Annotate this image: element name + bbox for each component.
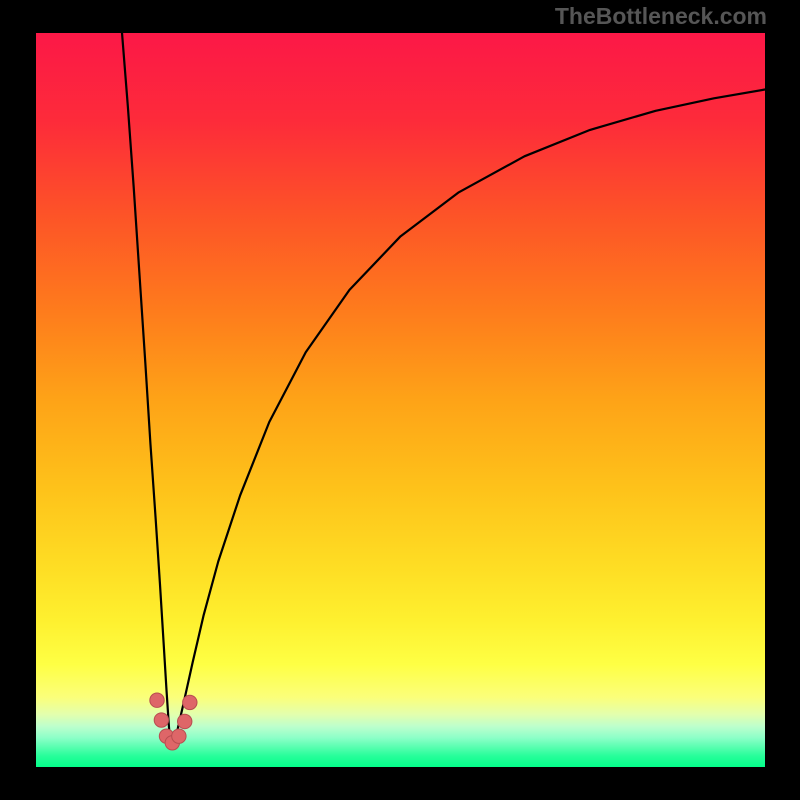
plot-area [36,33,765,767]
marker-point [150,693,164,707]
marker-point [172,729,186,743]
bottleneck-curve [122,33,765,744]
marker-point [178,714,192,728]
marker-point [183,695,197,709]
curve-markers [150,693,197,750]
curve-layer [36,33,765,767]
marker-point [154,713,168,727]
chart-frame: TheBottleneck.com [0,0,800,800]
watermark-text: TheBottleneck.com [555,3,767,30]
